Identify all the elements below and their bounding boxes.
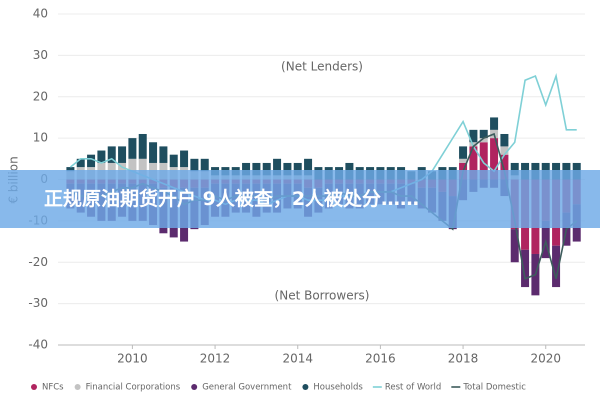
bar — [180, 150, 189, 168]
bar — [490, 117, 499, 130]
bar — [510, 162, 519, 176]
y-tick-label: 30 — [33, 48, 48, 62]
bar — [190, 158, 199, 172]
bar — [304, 158, 313, 176]
bar — [469, 129, 478, 143]
x-tick-label: 2010 — [117, 352, 148, 366]
bar — [469, 146, 478, 180]
x-tick-label: 2012 — [200, 352, 231, 366]
bar — [87, 154, 96, 168]
annotation: (Net Borrowers) — [275, 289, 370, 303]
bar — [149, 142, 158, 163]
bar — [521, 249, 530, 288]
legend-label: Rest of World — [385, 383, 441, 393]
bar — [138, 133, 147, 159]
legend-swatch — [31, 384, 37, 390]
bar — [293, 162, 302, 176]
bar — [490, 138, 499, 180]
bar — [97, 150, 106, 163]
x-tick-label: 2018 — [448, 352, 479, 366]
bar — [283, 162, 292, 176]
bar — [107, 146, 116, 163]
bar — [138, 158, 147, 180]
bar — [479, 138, 488, 143]
x-tick-label: 2020 — [530, 352, 561, 366]
legend: NFCs Financial Corporations General Govern… — [31, 383, 526, 393]
bar — [252, 162, 261, 176]
bar — [128, 138, 137, 159]
legend-label: General Government — [202, 383, 292, 393]
bar — [262, 162, 271, 176]
bar — [76, 158, 85, 168]
bar — [66, 167, 75, 172]
bar — [459, 158, 468, 163]
y-tick-label: -40 — [28, 338, 48, 352]
bar — [128, 158, 137, 180]
bar — [479, 142, 488, 180]
x-tick-label: 2016 — [365, 352, 396, 366]
bar — [169, 154, 178, 168]
legend-swatch — [191, 384, 198, 390]
bar — [159, 146, 168, 163]
y-tick-label: -20 — [28, 255, 48, 269]
bar — [552, 245, 561, 288]
legend-swatch — [74, 384, 81, 390]
bar — [242, 162, 251, 176]
bar — [479, 129, 488, 139]
x-tick-label: 2014 — [282, 352, 313, 366]
annotation: (Net Lenders) — [281, 60, 363, 74]
bar — [500, 154, 509, 180]
legend-swatch — [302, 384, 309, 390]
legend-label: NFCs — [42, 383, 64, 393]
banner: 正规原油期货开户 9人被查，2人被处分…… — [0, 170, 600, 228]
bar — [510, 229, 519, 263]
bar — [200, 158, 209, 172]
bar — [118, 146, 127, 163]
bar — [459, 146, 468, 159]
y-tick-label: -30 — [28, 296, 48, 310]
bar — [500, 133, 509, 147]
y-tick-label: 20 — [33, 89, 48, 103]
legend-label: Households — [313, 383, 363, 393]
bar — [273, 158, 282, 176]
legend-label: Total Domestic — [462, 383, 526, 393]
y-tick-label: 10 — [33, 131, 48, 145]
y-tick-label: 40 — [33, 7, 48, 21]
legend-label: Financial Corporations — [86, 383, 181, 393]
bar — [500, 146, 509, 155]
